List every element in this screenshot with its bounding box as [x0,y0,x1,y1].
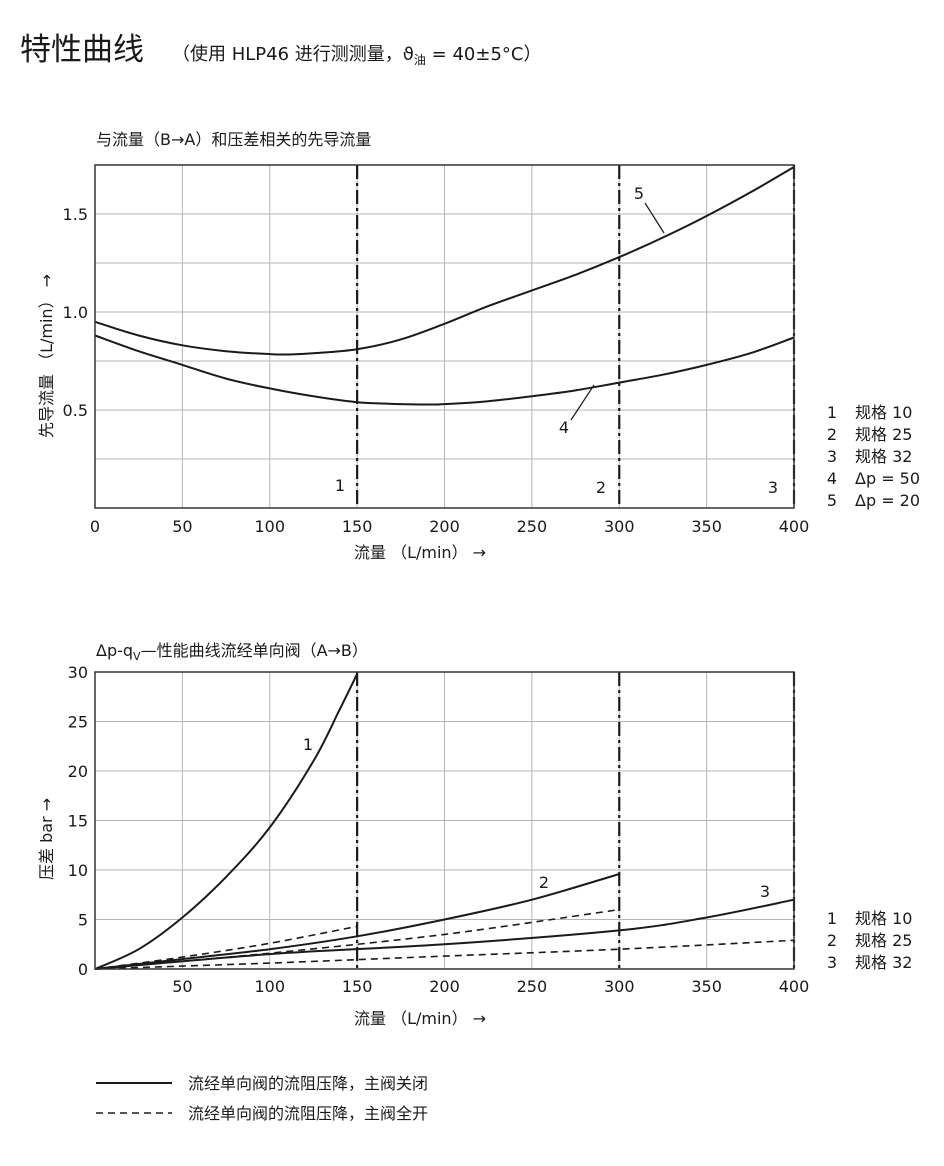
chart2-legend-text: 规格 32 [855,953,912,972]
chart1-xtick-label: 300 [604,517,635,536]
chart2-curve-label: 2 [539,873,549,892]
chart1-leader-5 [644,202,665,234]
chart1-legend-text: 规格 32 [855,447,912,466]
chart2-ytick-label: 15 [68,812,88,831]
chart2-legend: 1 规格 10 2 规格 25 3 规格 32 [827,909,913,972]
chart1-legend-key: 1 [827,403,837,422]
chart1-size-markers [356,165,796,508]
chart2-ytick-label: 0 [78,960,88,979]
chart1-legend-text: Δp = 50 [855,469,920,488]
chart1-ytick-label: 1.0 [63,303,88,322]
chart2-xtick-label: 200 [429,977,460,996]
chart2-title: Δp-qV—性能曲线流经单向阀（A→B） [96,641,368,663]
chart1-series [94,166,795,406]
chart1-size-marker-label: 3 [768,478,778,497]
chart1-curve-label-5: 5 [634,184,644,203]
pressure-diff-chart: Δp-qV—性能曲线流经单向阀（A→B） 50 100 150 200 250 300 35… [37,641,912,1028]
chart2-ticks: 50 100 150 200 250 300 350 400 0 5 10 15 20 25 30 [68,663,810,996]
chart2-curve-1-dashed [94,925,358,970]
chart2-xtick-label: 100 [254,977,285,996]
chart2-curve-label: 3 [760,882,770,901]
chart2-xtick-label: 300 [604,977,635,996]
chart1-curve-label-4: 4 [559,418,569,437]
chart2-xtick-label: 250 [517,977,548,996]
line-style-legend: 流经单向阀的流阻压降，主阀关闭 流经单向阀的流阻压降，主阀全开 [96,1074,428,1123]
chart1-legend-key: 2 [827,425,837,444]
chart1-legend-text: Δp = 20 [855,491,920,510]
chart2-legend-key: 2 [827,931,837,950]
chart1-ticks: 0 50 100 150 200 250 300 350 400 0.5 1.0 1.5 [63,205,810,536]
chart1-size-marker-label: 1 [335,476,345,495]
chart2-legend-key: 3 [827,953,837,972]
chart2-ytick-label: 30 [68,663,88,682]
chart2-xlabel: 流量 （L/min） → [354,1009,486,1028]
chart1-size-marker-label: 2 [596,478,606,497]
pilot-flow-chart: 与流量（B→A）和压差相关的先导流量 0 50 100 150 200 250 300 350… [37,130,920,562]
chart1-xtick-label: 50 [172,517,192,536]
subtitle-suffix: = 40±5°C） [426,44,542,65]
chart1-legend-text: 规格 25 [855,425,912,444]
chart1-annotations: 1 2 3 5 4 [335,184,778,497]
chart1-xlabel: 流量 （L/min） → [354,543,486,562]
chart1-ytick-label: 1.5 [63,205,88,224]
chart2-curve-3-dashed [94,939,795,970]
chart2-ytick-label: 20 [68,762,88,781]
chart1-legend-text: 规格 10 [855,403,912,422]
chart1-title: 与流量（B→A）和压差相关的先导流量 [96,130,371,149]
legend-dashed-text: 流经单向阀的流阻压降，主阀全开 [188,1104,428,1123]
chart1-xtick-label: 400 [779,517,810,536]
chart1-xtick-label: 250 [517,517,548,536]
chart2-legend-text: 规格 25 [855,931,912,950]
chart1-xtick-label: 0 [90,517,100,536]
chart2-curve-2-solid [94,873,620,970]
chart1-frame [94,164,795,509]
chart2-xtick-label: 400 [779,977,810,996]
chart2-title-main: Δp-q [96,641,133,660]
chart2-frame [94,671,795,970]
chart1-ytick-label: 0.5 [63,401,88,420]
chart2-annotations: 1 2 3 [303,735,770,901]
page-title: 特性曲线 [20,32,144,68]
chart2-legend-key: 1 [827,909,837,928]
chart1-curve-4 [94,334,795,406]
chart2-curve-label: 1 [303,735,313,754]
legend-solid-text: 流经单向阀的流阻压降，主阀关闭 [188,1074,428,1093]
chart1-xtick-label: 150 [342,517,373,536]
chart2-ytick-label: 25 [68,713,88,732]
subtitle-theta-sub: 油 [414,53,426,67]
chart2-curve-1-solid [94,673,358,970]
chart2-legend-text: 规格 10 [855,909,912,928]
chart2-xtick-label: 50 [172,977,192,996]
chart2-ytick-label: 5 [78,911,88,930]
subtitle-prefix: （使用 HLP46 进行测测量， [172,44,403,65]
chart2-series [94,673,795,970]
page-subtitle: （使用 HLP46 进行测测量，ϑ油 = 40±5°C） [172,44,541,67]
chart1-legend-key: 3 [827,447,837,466]
chart1-curve-5 [94,166,795,356]
chart2-ylabel: 压差 bar → [37,798,56,880]
chart1-ylabel: 先导流量 （L/min） → [37,274,56,438]
chart2-title-rest: —性能曲线流经单向阀（A→B） [141,641,368,660]
chart1-legend-key: 5 [827,491,837,510]
chart2-xtick-label: 350 [691,977,722,996]
chart1-leader-4 [570,384,595,421]
chart2-xtick-label: 150 [342,977,373,996]
subtitle-theta: ϑ [403,44,414,65]
chart2-title-sub: V [133,650,141,663]
chart2-grid [95,672,794,969]
chart1-legend-key: 4 [827,469,837,488]
chart2-ytick-label: 10 [68,861,88,880]
chart2-curve-3-solid [94,898,795,970]
chart1-grid [95,165,794,508]
chart1-xtick-label: 200 [429,517,460,536]
chart1-legend: 1 规格 10 2 规格 25 3 规格 32 4 Δp = 50 5 Δp = 20 [827,403,920,510]
chart1-xtick-label: 350 [691,517,722,536]
chart1-xtick-label: 100 [254,517,285,536]
